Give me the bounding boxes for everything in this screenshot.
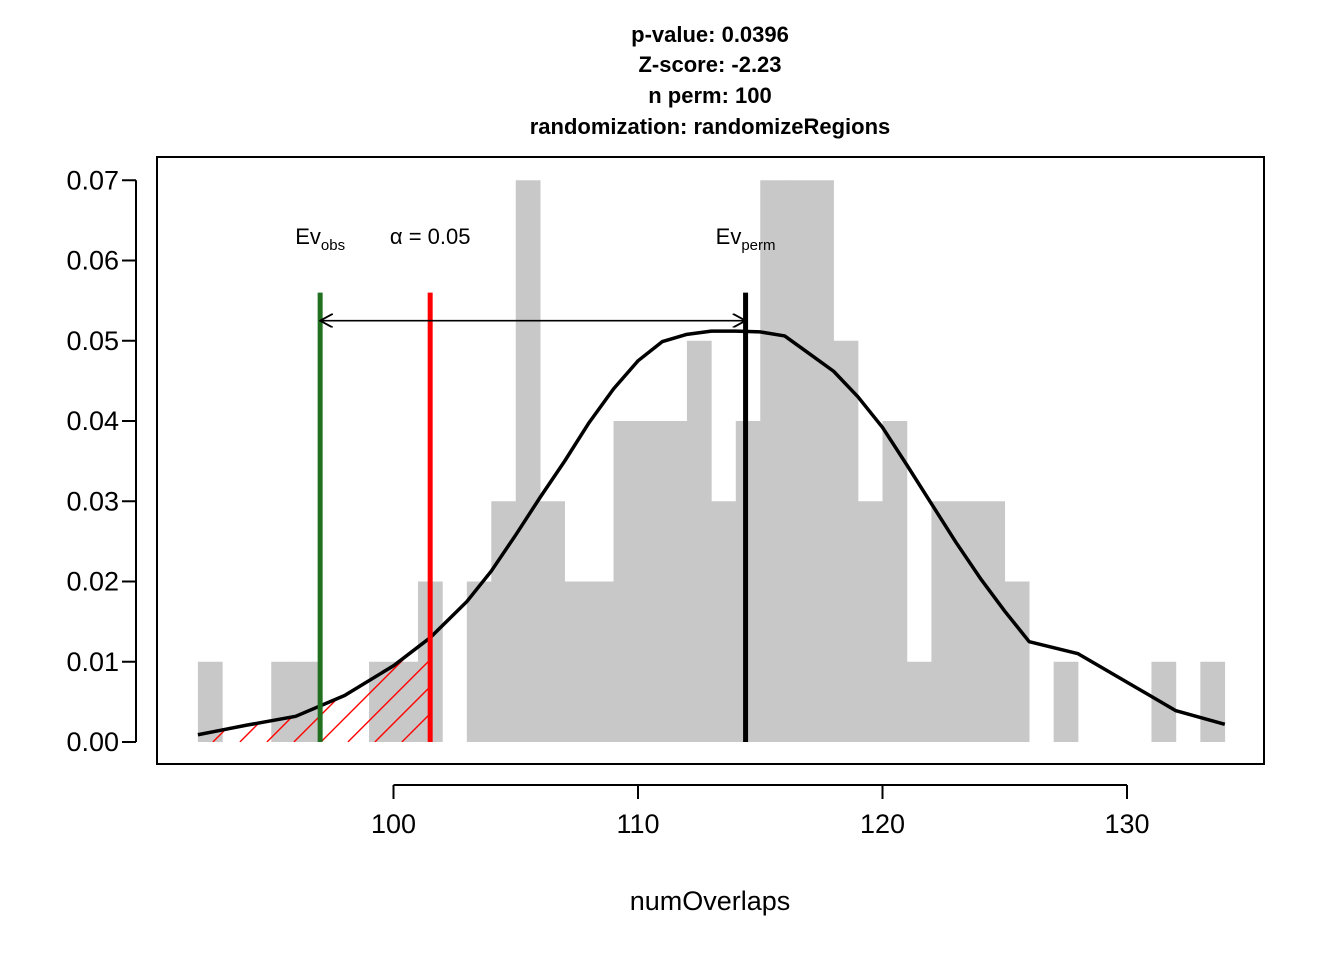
histogram-bar xyxy=(760,180,785,742)
histogram-bar xyxy=(809,180,834,742)
title-line-pvalue: p-value: 0.0396 xyxy=(631,22,789,47)
hatch-stroke xyxy=(401,637,431,742)
histogram-bar xyxy=(466,581,492,742)
histogram-bar xyxy=(197,661,223,742)
histogram-bar xyxy=(564,581,590,742)
histogram-bar xyxy=(1200,661,1226,742)
histogram-bar xyxy=(271,661,296,742)
x-axis-title: numOverlaps xyxy=(630,886,791,916)
y-tick-label: 0.02 xyxy=(66,567,119,597)
histogram-bar xyxy=(711,501,737,742)
plot-frame xyxy=(156,156,1265,765)
chart-title: p-value: 0.0396 Z-score: -2.23 n perm: 1… xyxy=(530,22,891,139)
histogram-bars xyxy=(197,180,1226,742)
histogram-bar xyxy=(784,180,810,742)
y-tick-label: 0.00 xyxy=(66,727,119,757)
histogram-bar xyxy=(638,421,663,742)
y-tick-label: 0.01 xyxy=(66,647,119,677)
histogram-bar xyxy=(589,581,614,742)
y-tick-label: 0.07 xyxy=(66,165,119,195)
y-tick-label: 0.06 xyxy=(66,246,119,276)
histogram-bar xyxy=(833,340,859,742)
histogram-bar xyxy=(858,501,883,742)
x-tick-label: 120 xyxy=(860,809,905,839)
normal-density-curve xyxy=(197,329,1226,737)
alpha-label: α = 0.05 xyxy=(390,224,471,249)
x-tick-label: 130 xyxy=(1104,809,1149,839)
x-axis: 100 110 120 130 xyxy=(371,784,1150,839)
title-line-nperm: n perm: 100 xyxy=(648,83,772,108)
ev-obs-label: Evobs xyxy=(295,224,345,254)
hatch-stroke xyxy=(347,637,431,742)
y-tick-label: 0.05 xyxy=(66,326,119,356)
ev-perm-label: Evperm xyxy=(716,224,776,254)
histogram-bar xyxy=(295,661,321,742)
histogram-bar xyxy=(1053,661,1079,742)
histogram-bar xyxy=(882,421,908,742)
histogram-bar xyxy=(686,340,712,742)
histogram-bar xyxy=(515,180,541,742)
histogram-bar xyxy=(540,501,565,742)
histogram-bar xyxy=(735,421,761,742)
y-tick-label: 0.04 xyxy=(66,406,119,436)
histogram-bar xyxy=(980,501,1006,742)
hatch-stroke xyxy=(197,637,243,742)
title-line-randomization: randomization: randomizeRegions xyxy=(530,114,891,139)
histogram-bar xyxy=(662,421,688,742)
histogram-bar xyxy=(906,661,932,742)
histogram-bar xyxy=(931,501,957,742)
x-tick-label: 110 xyxy=(616,809,659,839)
histogram-bar xyxy=(613,421,639,742)
title-line-zscore: Z-score: -2.23 xyxy=(638,52,781,77)
histogram-bar xyxy=(1004,581,1030,742)
y-axis: 0.00 0.01 0.02 0.03 0.04 0.05 0.06 0.07 xyxy=(66,165,137,757)
y-tick-label: 0.03 xyxy=(66,486,119,516)
x-tick-label: 100 xyxy=(371,809,416,839)
plot-area xyxy=(197,180,1226,742)
histogram-bar xyxy=(955,501,981,742)
